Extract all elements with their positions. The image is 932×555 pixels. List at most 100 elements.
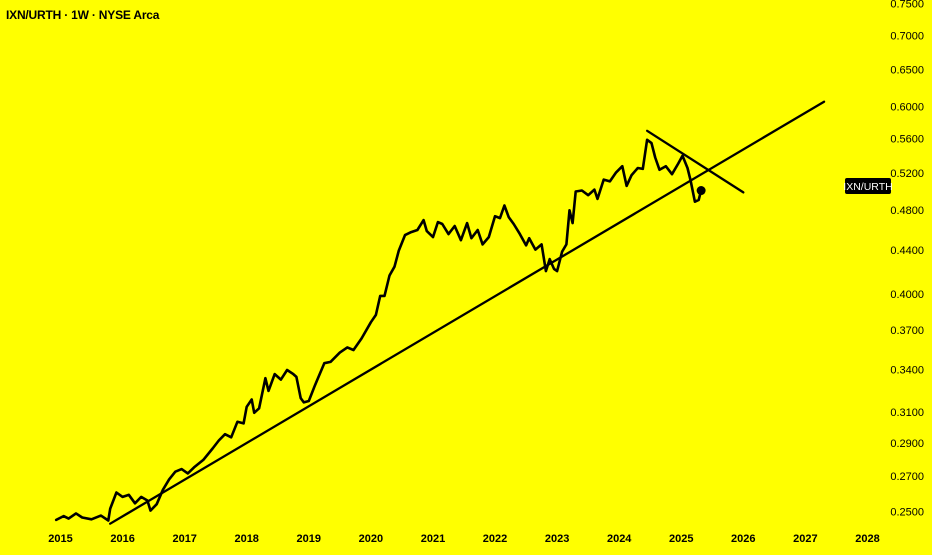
data-point	[654, 156, 657, 159]
data-point	[636, 167, 639, 169]
trendline-1	[109, 100, 826, 525]
y-tick-label: 0.2500	[890, 507, 924, 519]
data-point	[568, 209, 571, 212]
data-point	[574, 190, 577, 193]
data-point	[375, 314, 377, 316]
data-point	[168, 478, 171, 481]
y-tick-label: 0.4000	[890, 289, 924, 301]
y-tick-label: 0.6500	[890, 65, 924, 77]
data-point	[615, 171, 617, 174]
x-tick-label: 2016	[110, 533, 134, 545]
data-point	[422, 219, 425, 222]
data-point	[155, 503, 158, 506]
data-point	[499, 217, 501, 220]
data-point	[267, 390, 270, 392]
data-point	[677, 162, 680, 165]
data-point	[236, 420, 239, 423]
data-point	[121, 496, 124, 498]
data-point	[447, 233, 450, 236]
data-point	[519, 233, 521, 236]
data-point	[565, 243, 568, 246]
data-point	[162, 488, 164, 491]
data-point	[115, 491, 118, 494]
data-point	[671, 173, 673, 176]
y-tick-label: 0.6000	[890, 102, 924, 114]
data-point	[193, 466, 195, 469]
data-point	[302, 401, 305, 404]
symbol-tag-box	[845, 178, 891, 194]
data-point	[686, 167, 689, 169]
data-point	[587, 194, 590, 197]
data-point	[503, 204, 506, 207]
series-line	[54, 138, 703, 522]
data-point	[250, 398, 253, 401]
x-tick-label: 2021	[421, 533, 445, 545]
data-point	[650, 142, 653, 145]
data-point	[379, 295, 382, 297]
data-point	[346, 346, 349, 349]
data-point	[697, 199, 700, 201]
data-point	[664, 165, 667, 168]
x-tick-label: 2015	[48, 533, 72, 545]
data-point	[295, 376, 298, 378]
data-point	[280, 378, 282, 381]
data-point	[81, 516, 84, 519]
trendlines	[109, 100, 826, 525]
data-point	[299, 397, 302, 399]
data-point	[681, 154, 684, 157]
data-point	[609, 180, 611, 183]
data-point	[211, 447, 214, 450]
data-point	[186, 472, 189, 475]
chart-title: IXN/URTH · 1W · NYSE Arca	[6, 8, 160, 22]
x-tick-label: 2022	[483, 533, 507, 545]
data-point	[352, 349, 355, 351]
data-point	[571, 222, 574, 225]
data-point	[127, 493, 130, 496]
data-point	[230, 436, 233, 439]
data-point	[561, 250, 563, 253]
data-point	[658, 168, 661, 171]
y-tick-label: 0.2900	[890, 438, 924, 450]
data-point	[383, 295, 386, 297]
data-point	[109, 507, 112, 510]
data-point	[481, 243, 484, 246]
data-point	[466, 222, 468, 225]
data-point	[286, 369, 288, 371]
data-point	[75, 512, 77, 515]
x-tick-label: 2020	[359, 533, 383, 545]
data-point	[432, 236, 434, 239]
x-tick-label: 2017	[172, 533, 196, 545]
y-tick-label: 0.5200	[890, 168, 924, 180]
x-tick-label: 2023	[545, 533, 569, 545]
data-point	[545, 270, 547, 272]
y-tick-label: 0.3100	[890, 407, 924, 419]
data-point	[180, 468, 183, 470]
data-point	[258, 407, 260, 410]
data-point	[245, 405, 248, 408]
data-point	[100, 514, 102, 517]
data-point	[253, 411, 256, 414]
data-point	[646, 138, 648, 141]
data-point	[460, 239, 462, 242]
x-tick-label: 2025	[669, 533, 693, 545]
x-tick-label: 2026	[731, 533, 755, 545]
data-point	[476, 229, 479, 231]
x-tick-label: 2024	[607, 533, 632, 545]
data-point	[90, 518, 93, 521]
data-point	[338, 351, 341, 354]
x-tick-label: 2018	[234, 533, 258, 545]
x-tick-label: 2027	[793, 533, 817, 545]
data-point	[370, 321, 372, 324]
data-point	[641, 168, 644, 170]
data-point	[242, 422, 245, 425]
data-point	[55, 519, 58, 521]
data-point	[146, 499, 149, 502]
data-point	[273, 373, 276, 375]
data-point	[425, 230, 428, 233]
data-point	[494, 215, 496, 218]
data-point	[581, 189, 583, 192]
data-point	[512, 223, 515, 225]
last-price-marker	[696, 186, 706, 196]
